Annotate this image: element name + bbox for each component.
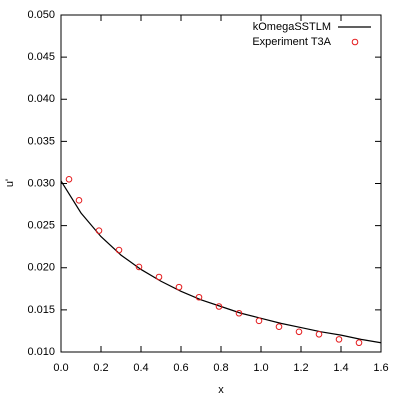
data-point xyxy=(335,336,343,343)
y-tick-label: 0.045 xyxy=(27,51,55,63)
y-tick-label: 0.020 xyxy=(27,262,55,274)
y-axis-label: u' xyxy=(4,179,16,187)
x-axis-label: x xyxy=(218,384,224,396)
y-tick-label: 0.035 xyxy=(27,135,55,147)
data-point xyxy=(215,303,223,310)
y-tick-label: 0.050 xyxy=(27,9,55,21)
y-tick-label: 0.040 xyxy=(27,93,55,105)
x-tick-label: 0.4 xyxy=(133,362,148,374)
x-tick-label: 1.6 xyxy=(373,362,388,374)
y-tick-label: 0.025 xyxy=(27,220,55,232)
data-point xyxy=(135,263,143,271)
legend-label: kOmegaSSTLM xyxy=(253,21,331,33)
data-point xyxy=(295,328,303,336)
data-point xyxy=(255,317,263,325)
data-point xyxy=(95,227,103,234)
data-point xyxy=(75,197,83,204)
data-point xyxy=(175,283,183,291)
x-tick-label: 0.0 xyxy=(53,362,68,374)
y-tick-label: 0.010 xyxy=(27,346,55,358)
x-tick-label: 0.8 xyxy=(213,362,228,374)
y-tick-label: 0.015 xyxy=(27,304,55,316)
legend-swatch xyxy=(351,38,359,46)
data-point xyxy=(115,246,123,254)
x-tick-label: 0.2 xyxy=(93,362,108,374)
data-point xyxy=(275,323,283,331)
x-tick-label: 1.2 xyxy=(293,362,308,374)
data-point xyxy=(235,309,243,317)
data-point xyxy=(315,331,323,338)
y-tick-label: 0.030 xyxy=(27,177,55,189)
plot-frame xyxy=(60,14,382,353)
data-point xyxy=(355,339,363,347)
series-line xyxy=(60,180,382,344)
data-point xyxy=(155,273,163,281)
data-point xyxy=(195,293,203,301)
x-tick-label: 0.6 xyxy=(173,362,188,374)
x-tick-label: 1.4 xyxy=(333,362,348,374)
data-point xyxy=(65,175,73,183)
legend-label: Experiment T3A xyxy=(252,36,331,48)
x-tick-label: 1.0 xyxy=(253,362,268,374)
